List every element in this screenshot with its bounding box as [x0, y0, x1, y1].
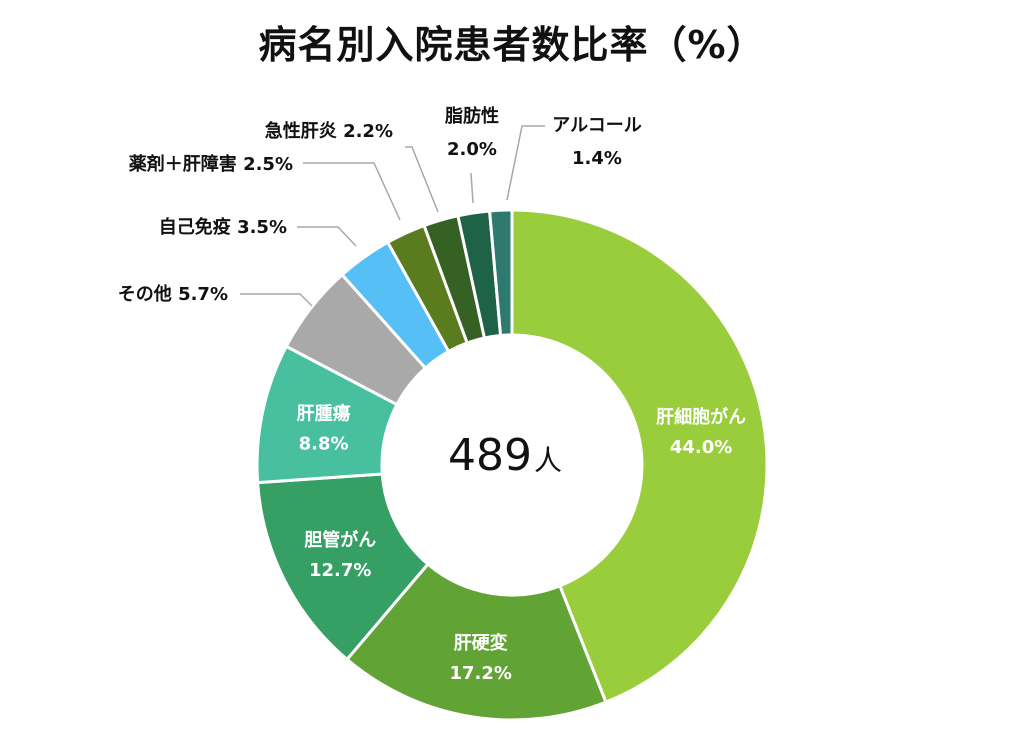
slice-label-name: 脂肪性 — [445, 105, 499, 127]
slice-label-value: 2.0% — [447, 139, 497, 160]
slice-label-2: 肝硬変 17.2% — [449, 632, 511, 684]
slice-label-10: アルコール 1.4% — [552, 115, 641, 169]
slice-label-4: 肝腫瘍 8.8% — [297, 402, 351, 454]
slice-label-name: 肝硬変 — [454, 632, 508, 654]
slice-label-name: アルコール — [552, 115, 641, 136]
leader-line-8 — [405, 146, 439, 213]
leader-line-5 — [240, 293, 313, 307]
donut-slice-1 — [510, 208, 769, 705]
slice-label-value: 1.4% — [572, 148, 622, 169]
slice-label-3: 胆管がん 12.7% — [303, 529, 376, 581]
slice-label-8: 急性肝炎 2.2% — [265, 120, 393, 142]
leader-line-10 — [506, 125, 545, 201]
slice-label-9: 脂肪性 2.0% — [445, 105, 499, 160]
donut-slice-10 — [487, 208, 514, 338]
slice-label-name: 肝細胞がん — [656, 406, 746, 428]
leader-line-9 — [470, 172, 474, 204]
center-total-value: 489 — [448, 430, 532, 481]
slice-label-value: 8.8% — [299, 433, 349, 454]
slice-label-1: 肝細胞がん 44.0% — [656, 406, 746, 458]
slice-label-name: 肝腫瘍 — [297, 402, 351, 424]
center-total-unit: 人 — [534, 444, 562, 477]
leader-lines-group — [240, 125, 545, 307]
leader-line-7 — [303, 162, 401, 221]
slice-label-value: 12.7% — [309, 560, 371, 581]
donut-slice-3 — [256, 472, 430, 662]
slice-label-name: 胆管がん — [303, 529, 376, 551]
slice-label-value: 17.2% — [449, 663, 511, 684]
slices-group — [255, 208, 769, 722]
labels-group: 肝細胞がん 44.0% 肝硬変 17.2% 胆管がん 12.7% 肝腫瘍 8.8% その他 5.… — [118, 105, 746, 684]
leader-line-6 — [297, 226, 357, 247]
slice-label-5: その他 5.7% — [118, 283, 228, 305]
chart-title: 病名別入院患者数比率（%） — [258, 23, 766, 67]
donut-slice-2 — [344, 562, 608, 722]
slice-label-6: 自己免疫 3.5% — [159, 216, 287, 238]
slice-label-7: 薬剤＋肝障害 2.5% — [129, 153, 293, 175]
center-total: 489人 — [448, 430, 562, 481]
slice-label-value: 44.0% — [670, 437, 732, 458]
